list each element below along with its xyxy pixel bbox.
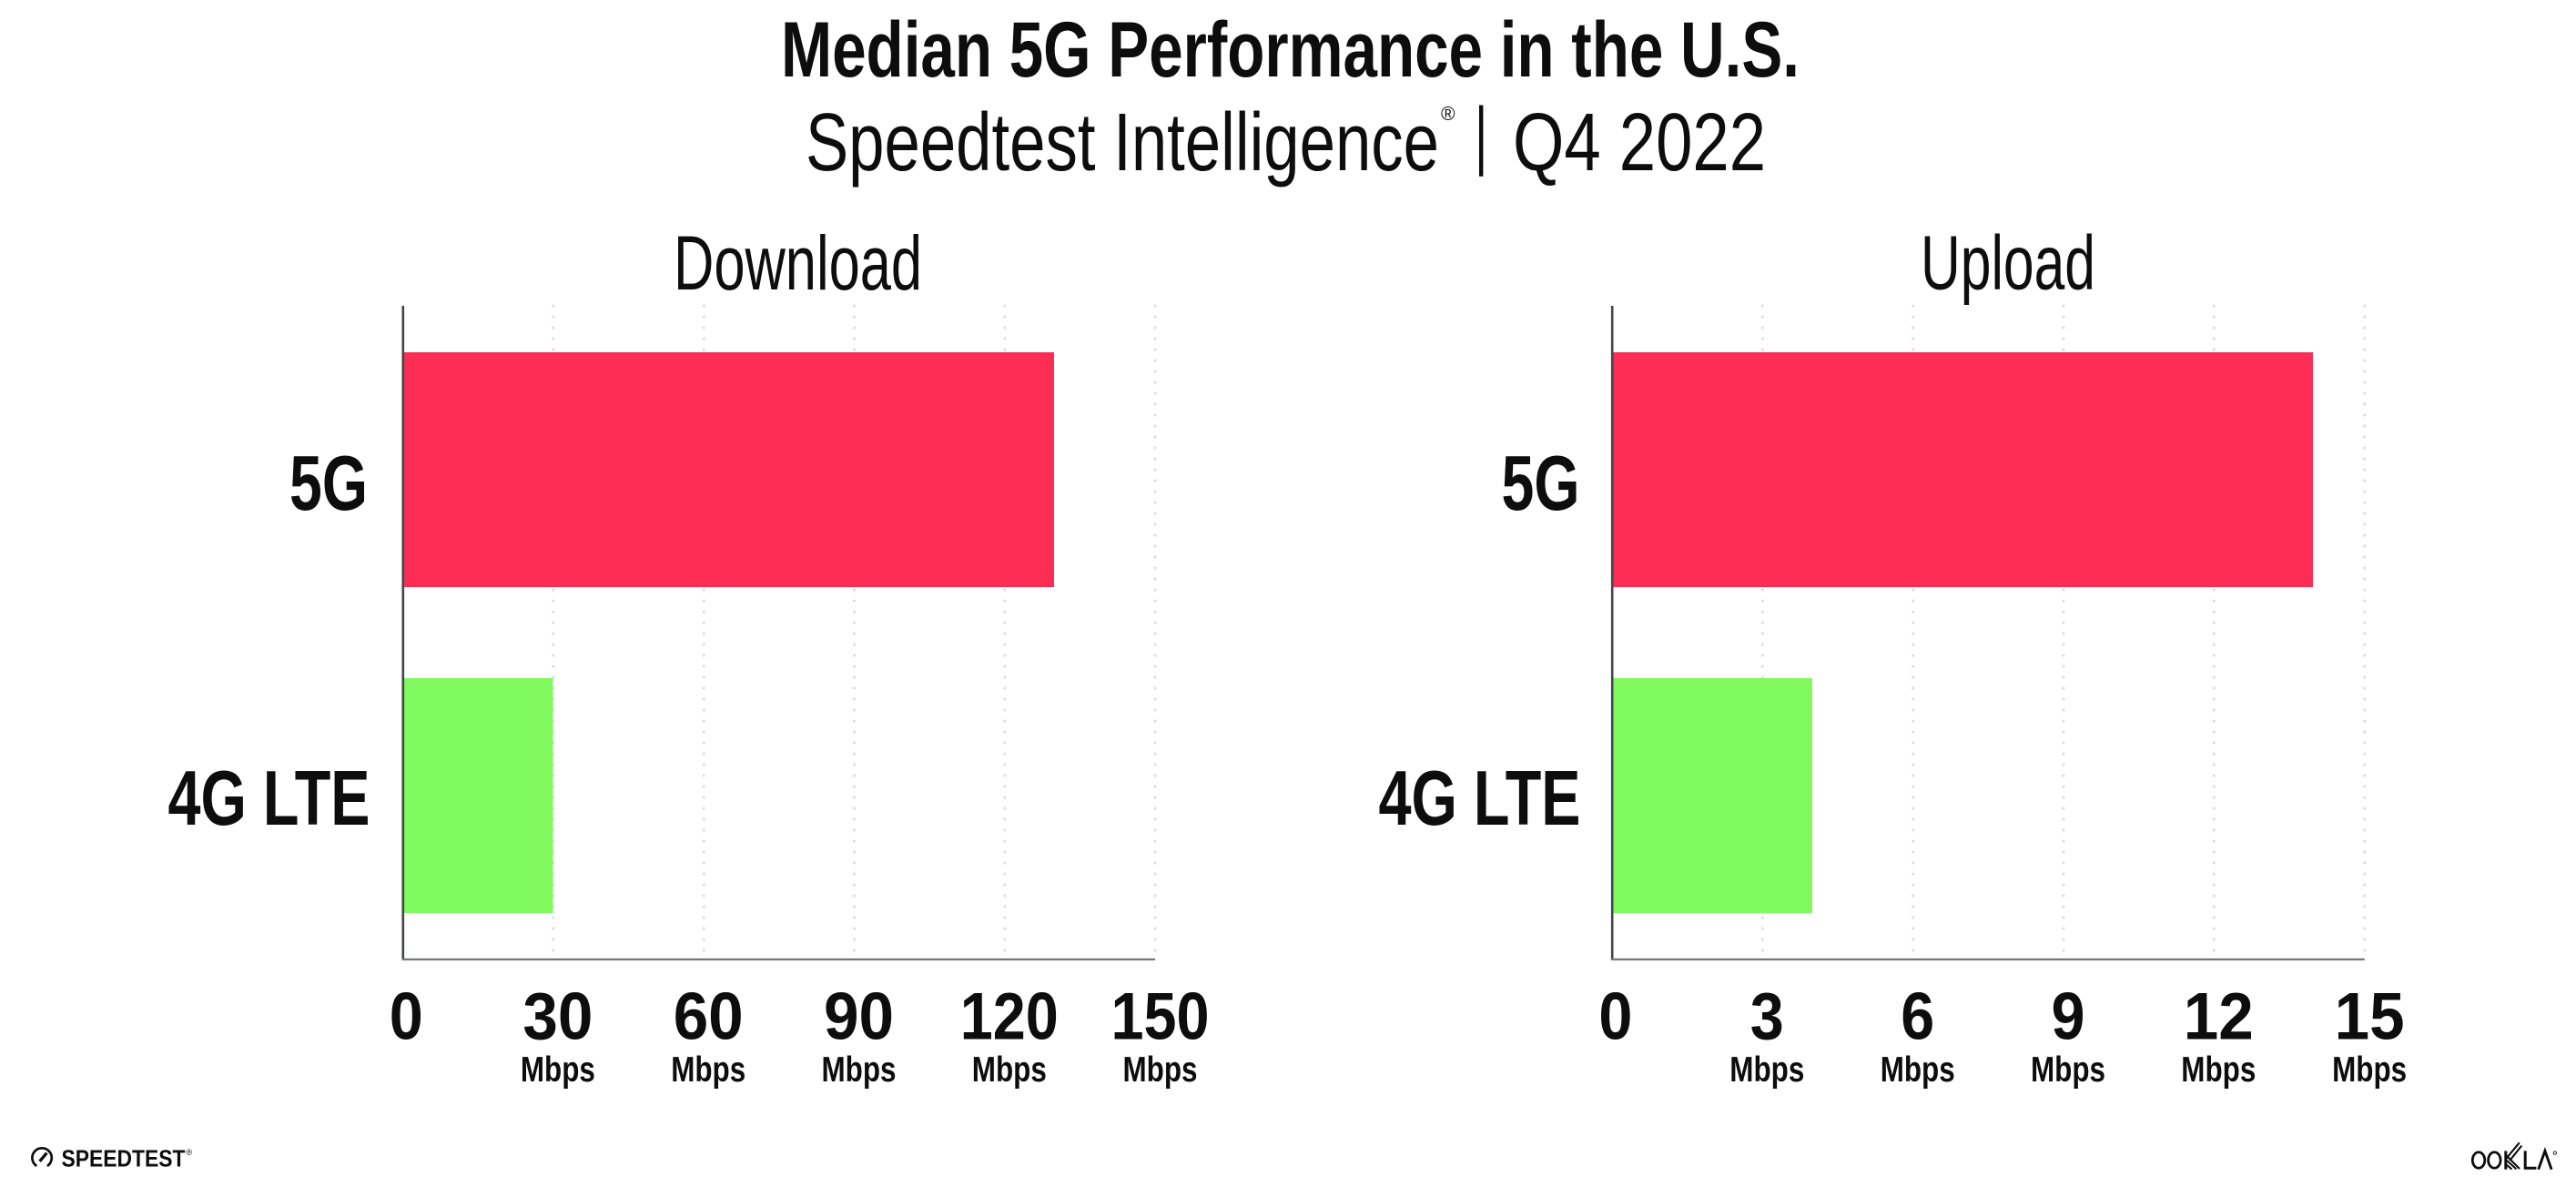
svg-text:6: 6 bbox=[1901, 980, 1934, 1054]
svg-text:Mbps: Mbps bbox=[1881, 1050, 1955, 1090]
svg-text:Speedtest Intelligence: Speedtest Intelligence bbox=[806, 97, 1439, 188]
svg-text:30: 30 bbox=[522, 980, 593, 1054]
svg-text:Mbps: Mbps bbox=[671, 1050, 745, 1090]
svg-text:3: 3 bbox=[1750, 980, 1784, 1054]
svg-text:Mbps: Mbps bbox=[2332, 1050, 2407, 1090]
svg-text:Q4 2022: Q4 2022 bbox=[1513, 97, 1766, 188]
svg-text:60: 60 bbox=[674, 980, 744, 1054]
svg-text:®: ® bbox=[187, 1148, 193, 1157]
svg-text:90: 90 bbox=[824, 980, 894, 1054]
svg-text:120: 120 bbox=[960, 980, 1059, 1054]
svg-text:0: 0 bbox=[390, 980, 423, 1054]
svg-text:Mbps: Mbps bbox=[2181, 1050, 2256, 1090]
svg-text:®: ® bbox=[1441, 104, 1455, 125]
svg-text:Mbps: Mbps bbox=[972, 1050, 1047, 1090]
svg-text:Download: Download bbox=[674, 220, 922, 306]
svg-text:4G LTE: 4G LTE bbox=[168, 756, 370, 842]
svg-text:Mbps: Mbps bbox=[1729, 1050, 1804, 1090]
svg-text:0: 0 bbox=[1598, 980, 1632, 1054]
svg-text:12: 12 bbox=[2184, 980, 2254, 1054]
svg-text:5G: 5G bbox=[289, 441, 368, 527]
svg-text:SPEEDTEST: SPEEDTEST bbox=[62, 1147, 186, 1172]
svg-text:Mbps: Mbps bbox=[822, 1050, 897, 1090]
svg-text:Mbps: Mbps bbox=[1123, 1050, 1198, 1090]
svg-text:Median 5G Performance in the U: Median 5G Performance in the U.S. bbox=[781, 6, 1800, 94]
svg-text:Upload: Upload bbox=[1921, 220, 2095, 306]
svg-text:4G LTE: 4G LTE bbox=[1379, 756, 1581, 842]
svg-text:9: 9 bbox=[2052, 980, 2085, 1054]
svg-text:Mbps: Mbps bbox=[521, 1050, 595, 1090]
svg-text:Mbps: Mbps bbox=[2031, 1050, 2105, 1090]
svg-text:15: 15 bbox=[2335, 980, 2405, 1054]
svg-text:150: 150 bbox=[1111, 980, 1210, 1054]
svg-text:5G: 5G bbox=[1502, 441, 1580, 527]
